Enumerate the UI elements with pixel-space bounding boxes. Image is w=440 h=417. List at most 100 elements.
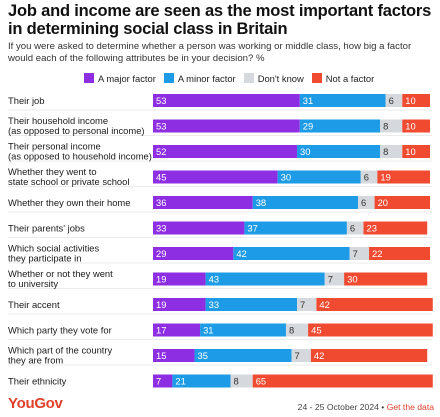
category-label-line: Their household income	[8, 115, 108, 126]
category-label: Whether or not they went to university	[8, 268, 113, 289]
data-label-notfactor: 42	[319, 299, 329, 310]
bar-segment-notfactor	[252, 374, 433, 388]
category-label-line: they participate in	[8, 253, 81, 264]
bar-segment-major	[153, 119, 300, 133]
bar-segment-major	[153, 145, 298, 158]
category-label-line: Whether or not they went	[8, 268, 113, 279]
data-label-major: 19	[156, 273, 166, 284]
category-label: Their ethnicity	[8, 375, 67, 386]
data-label-major: 45	[156, 171, 166, 182]
data-label-notfactor: 20	[378, 197, 388, 208]
data-label-minor: 35	[198, 350, 208, 361]
bar-segment-notfactor	[369, 247, 430, 260]
data-label-major: 33	[156, 222, 166, 233]
data-label-major: 36	[156, 197, 166, 208]
data-label-notfactor: 65	[256, 375, 266, 386]
data-label-major: 17	[156, 324, 166, 335]
data-label-notfactor: 45	[311, 324, 321, 335]
bar-segment-major	[153, 298, 206, 311]
data-label-minor: 29	[303, 120, 313, 131]
bar-segment-major	[153, 247, 234, 260]
data-label-minor: 33	[209, 299, 219, 310]
bar-segment-minor	[194, 349, 292, 362]
legend-swatch-minor	[163, 73, 174, 83]
category-label: Which part of the country they are from	[8, 344, 113, 365]
legend-label-notfactor: Not a factor	[325, 72, 375, 84]
data-label-minor: 42	[236, 248, 246, 259]
data-label-dontknow: 7	[353, 248, 358, 259]
bar-segment-notfactor	[377, 170, 430, 184]
legend-label-major: A major factor	[98, 72, 156, 84]
category-label: Their household income (as opposed to per…	[8, 115, 145, 136]
bar-segment-major	[153, 94, 300, 107]
category-label: Their personal income (as opposed to hous…	[8, 140, 152, 161]
category-label: Which social activities they participate …	[8, 242, 99, 263]
data-label-major: 7	[156, 375, 161, 386]
footer-separator: •	[378, 402, 387, 412]
legend-label-dontknow: Don't know	[257, 72, 304, 84]
data-label-minor: 43	[209, 273, 219, 284]
data-label-dontknow: 8	[234, 375, 239, 386]
category-label-line: (as opposed to household income)	[8, 151, 152, 162]
category-label-line: Whether they went to	[8, 166, 97, 177]
category-label-line: Which social activities	[8, 242, 99, 253]
data-label-minor: 31	[303, 95, 313, 106]
data-label-dontknow: 6	[364, 171, 369, 182]
chart-subtitle: If you were asked to determine whether a…	[8, 41, 412, 64]
bar-segment-minor	[299, 94, 386, 107]
get-the-data-link[interactable]: Get the data	[386, 402, 434, 412]
bar-segment-major	[153, 323, 201, 337]
legend-item-major: A major factor	[84, 73, 156, 84]
bar-segment-minor	[205, 272, 325, 286]
category-label-line: they are from	[8, 355, 63, 366]
bar-segment-dontknow	[385, 94, 403, 107]
data-label-minor: 30	[300, 146, 310, 157]
bar-segment-minor	[172, 374, 231, 388]
bar-segment-notfactor	[402, 145, 430, 158]
data-label-notfactor: 30	[347, 273, 357, 284]
category-label-line: (as opposed to personal income)	[8, 125, 145, 136]
category-label: Which party they vote for	[8, 324, 112, 335]
bar-segment-notfactor	[316, 298, 433, 311]
bar-segment-minor	[200, 323, 286, 337]
bar-segment-minor	[205, 298, 298, 311]
data-label-major: 29	[156, 248, 166, 259]
data-label-dontknow: 7	[328, 273, 333, 284]
yougov-logo: YouGov	[8, 395, 63, 412]
data-label-notfactor: 23	[367, 222, 377, 233]
legend-swatch-major	[84, 73, 94, 83]
data-label-dontknow: 6	[350, 222, 355, 233]
data-label-dontknow: 8	[289, 324, 294, 335]
bar-segment-minor	[299, 119, 381, 133]
legend: A major factor A minor factor Don't know…	[84, 72, 382, 84]
bar-segment-notfactor	[374, 196, 430, 209]
legend-swatch-dontknow	[243, 73, 254, 83]
bar-segment-notfactor	[402, 94, 430, 107]
bar-segment-dontknow	[291, 349, 311, 362]
bar-segment-major	[153, 272, 206, 286]
bar-segment-dontknow	[346, 221, 364, 235]
data-label-minor: 21	[175, 375, 185, 386]
bar-segment-minor	[277, 170, 361, 184]
data-label-major: 53	[156, 120, 166, 131]
footer-source: 24 - 25 October 2024 • Get the data	[298, 402, 434, 412]
data-label-dontknow: 7	[300, 299, 305, 310]
data-label-notfactor: 10	[405, 120, 415, 131]
legend-item-minor: A minor factor	[163, 73, 236, 84]
bar-segment-minor	[297, 145, 381, 158]
data-label-dontknow: 8	[383, 146, 388, 157]
category-label: Their accent	[8, 299, 60, 310]
data-label-minor: 30	[281, 171, 291, 182]
bar-segment-dontknow	[324, 272, 345, 286]
bar-segment-notfactor	[402, 119, 430, 133]
data-label-notfactor: 10	[405, 146, 415, 157]
legend-swatch-notfactor	[311, 73, 322, 83]
chart-title: Job and income are seen as the most impo…	[8, 2, 432, 38]
bar-segment-minor	[252, 196, 358, 209]
bar-segment-dontknow	[357, 196, 375, 209]
data-label-minor: 37	[247, 222, 257, 233]
category-label: Their parents' jobs	[8, 222, 85, 233]
data-label-minor: 31	[203, 324, 213, 335]
bar-segment-dontknow	[349, 247, 370, 260]
category-label-line: Which part of the country	[8, 344, 113, 355]
